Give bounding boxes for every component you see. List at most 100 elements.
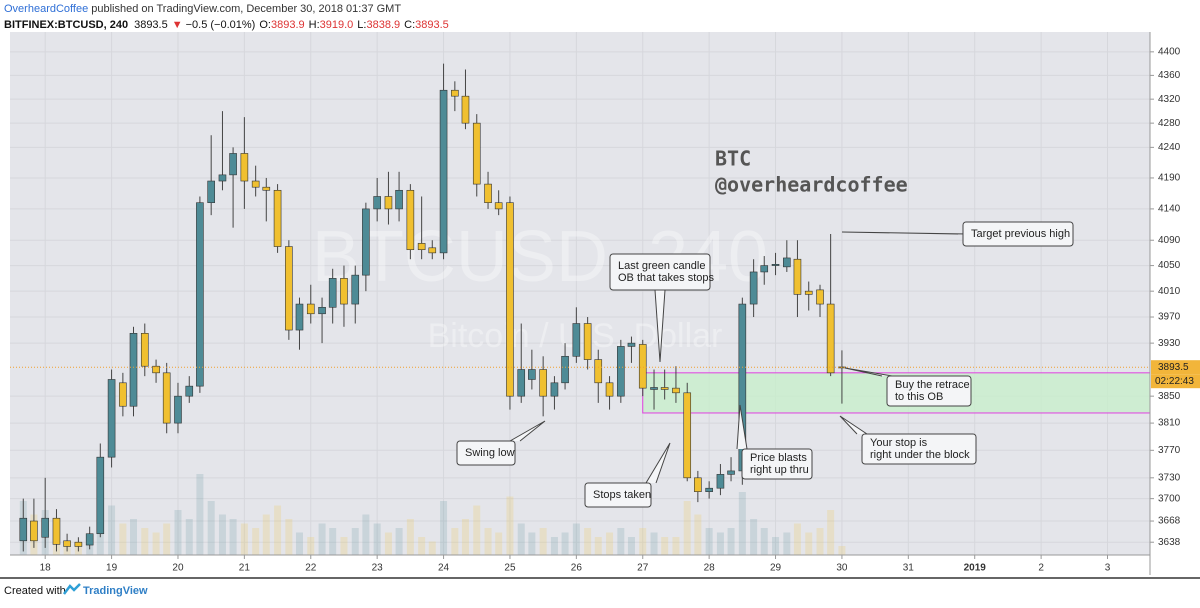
x-tick-label: 22 — [305, 563, 317, 574]
callout-text: Target previous high — [971, 228, 1070, 240]
y-tick-label: 4400 — [1158, 46, 1181, 57]
volume-bar — [617, 528, 625, 555]
candle-body — [594, 359, 603, 384]
volume-bar — [262, 514, 270, 555]
candle-body — [716, 474, 725, 489]
volume-bar — [750, 519, 758, 555]
candle-body — [74, 541, 83, 547]
y-tick-label: 3638 — [1158, 537, 1181, 548]
ohlc-label: C: — [404, 19, 415, 31]
candle-body — [550, 382, 559, 397]
author: OverheardCoffee — [4, 3, 88, 15]
volume-bar — [185, 519, 193, 555]
volume-bar — [406, 519, 414, 555]
y-tick-label: 4240 — [1158, 142, 1181, 153]
callout-pointer — [654, 289, 666, 363]
volume-bar — [584, 528, 592, 555]
volume-bar — [141, 528, 149, 555]
x-tick-label: 18 — [40, 563, 52, 574]
volume-bar — [672, 537, 680, 555]
candle-body — [85, 533, 94, 546]
candle-body — [19, 517, 28, 542]
callout-text: right under the block — [870, 449, 970, 461]
volume-bar — [174, 510, 182, 555]
axes: 4400 4360 4320 4280 4240 4190 4140 4090 4050 4010… — [10, 46, 1200, 574]
symbol: BITFINEX:BTCUSD, 240 — [4, 19, 128, 31]
volume-bar — [285, 519, 293, 555]
volume-bar — [606, 532, 614, 555]
volume-bar — [108, 505, 116, 555]
candle-body — [96, 456, 105, 535]
y-tick-label: 4050 — [1158, 260, 1181, 271]
candle-body — [273, 189, 282, 247]
callout-box — [861, 433, 977, 465]
x-tick-label: 2 — [1038, 563, 1044, 574]
x-tick-label: 31 — [903, 563, 915, 574]
volume-bar — [727, 528, 735, 555]
candle-body — [240, 153, 249, 182]
volume-bar — [129, 519, 137, 555]
candle-body — [52, 517, 61, 545]
volume-bar — [318, 523, 326, 555]
volume-bar — [362, 514, 370, 555]
volume-bar — [827, 510, 835, 555]
callout-box — [456, 440, 516, 466]
candle-body — [506, 202, 514, 397]
title-line-1: BTC — [715, 147, 751, 171]
candle-body — [749, 271, 758, 305]
candle-body — [63, 540, 71, 547]
ohlc-label: O: — [259, 19, 271, 31]
candle-body — [727, 470, 735, 475]
callout-box — [741, 448, 813, 480]
volume-bar — [440, 501, 448, 555]
callout: Target previous high — [841, 221, 1074, 247]
candle-body — [583, 323, 592, 360]
footer-logo — [63, 583, 81, 595]
candle-body — [472, 122, 481, 185]
candle-body — [683, 392, 692, 479]
candle-body — [251, 180, 260, 188]
callout-text: Stops taken — [593, 489, 651, 501]
candle-body — [804, 290, 813, 295]
published: published on TradingView.com, December 3… — [88, 3, 401, 15]
x-tick-label: 21 — [239, 563, 251, 574]
volume-bar — [428, 541, 436, 555]
y-tick-label: 3810 — [1158, 418, 1181, 429]
candle-body — [451, 89, 459, 97]
candle-body — [406, 189, 415, 251]
last: 3893.5 — [134, 19, 168, 31]
x-tick-label: 19 — [106, 563, 118, 574]
callout-pointer — [736, 404, 748, 450]
callout-pointer — [844, 367, 893, 377]
callout-text: to this OB — [895, 391, 943, 403]
candle-body — [484, 183, 492, 203]
ohlc-value: 3919.0 — [320, 19, 354, 31]
volume-bar — [793, 523, 801, 555]
candle-body — [41, 517, 49, 538]
volume-bar — [572, 523, 580, 555]
candle-body — [494, 202, 503, 210]
footer-text: Created with — [4, 585, 66, 597]
callout-box — [609, 253, 711, 291]
x-tick-label: 30 — [836, 563, 848, 574]
volume-bar — [207, 501, 215, 555]
volume-bar — [119, 523, 127, 555]
volume-bar — [550, 537, 558, 555]
volume-bar — [561, 532, 569, 555]
volume-bar — [418, 537, 426, 555]
volume-bar — [351, 528, 359, 555]
volume-bar — [716, 532, 724, 555]
callout: Swing low — [456, 420, 546, 466]
candle-body — [650, 387, 658, 390]
candle-body — [162, 372, 171, 424]
callout-pointer — [839, 415, 868, 435]
candle-body — [627, 342, 636, 347]
volume-bar — [838, 546, 846, 555]
volume-bar — [594, 537, 602, 555]
candle-body — [196, 202, 204, 387]
candle-body — [572, 323, 581, 357]
